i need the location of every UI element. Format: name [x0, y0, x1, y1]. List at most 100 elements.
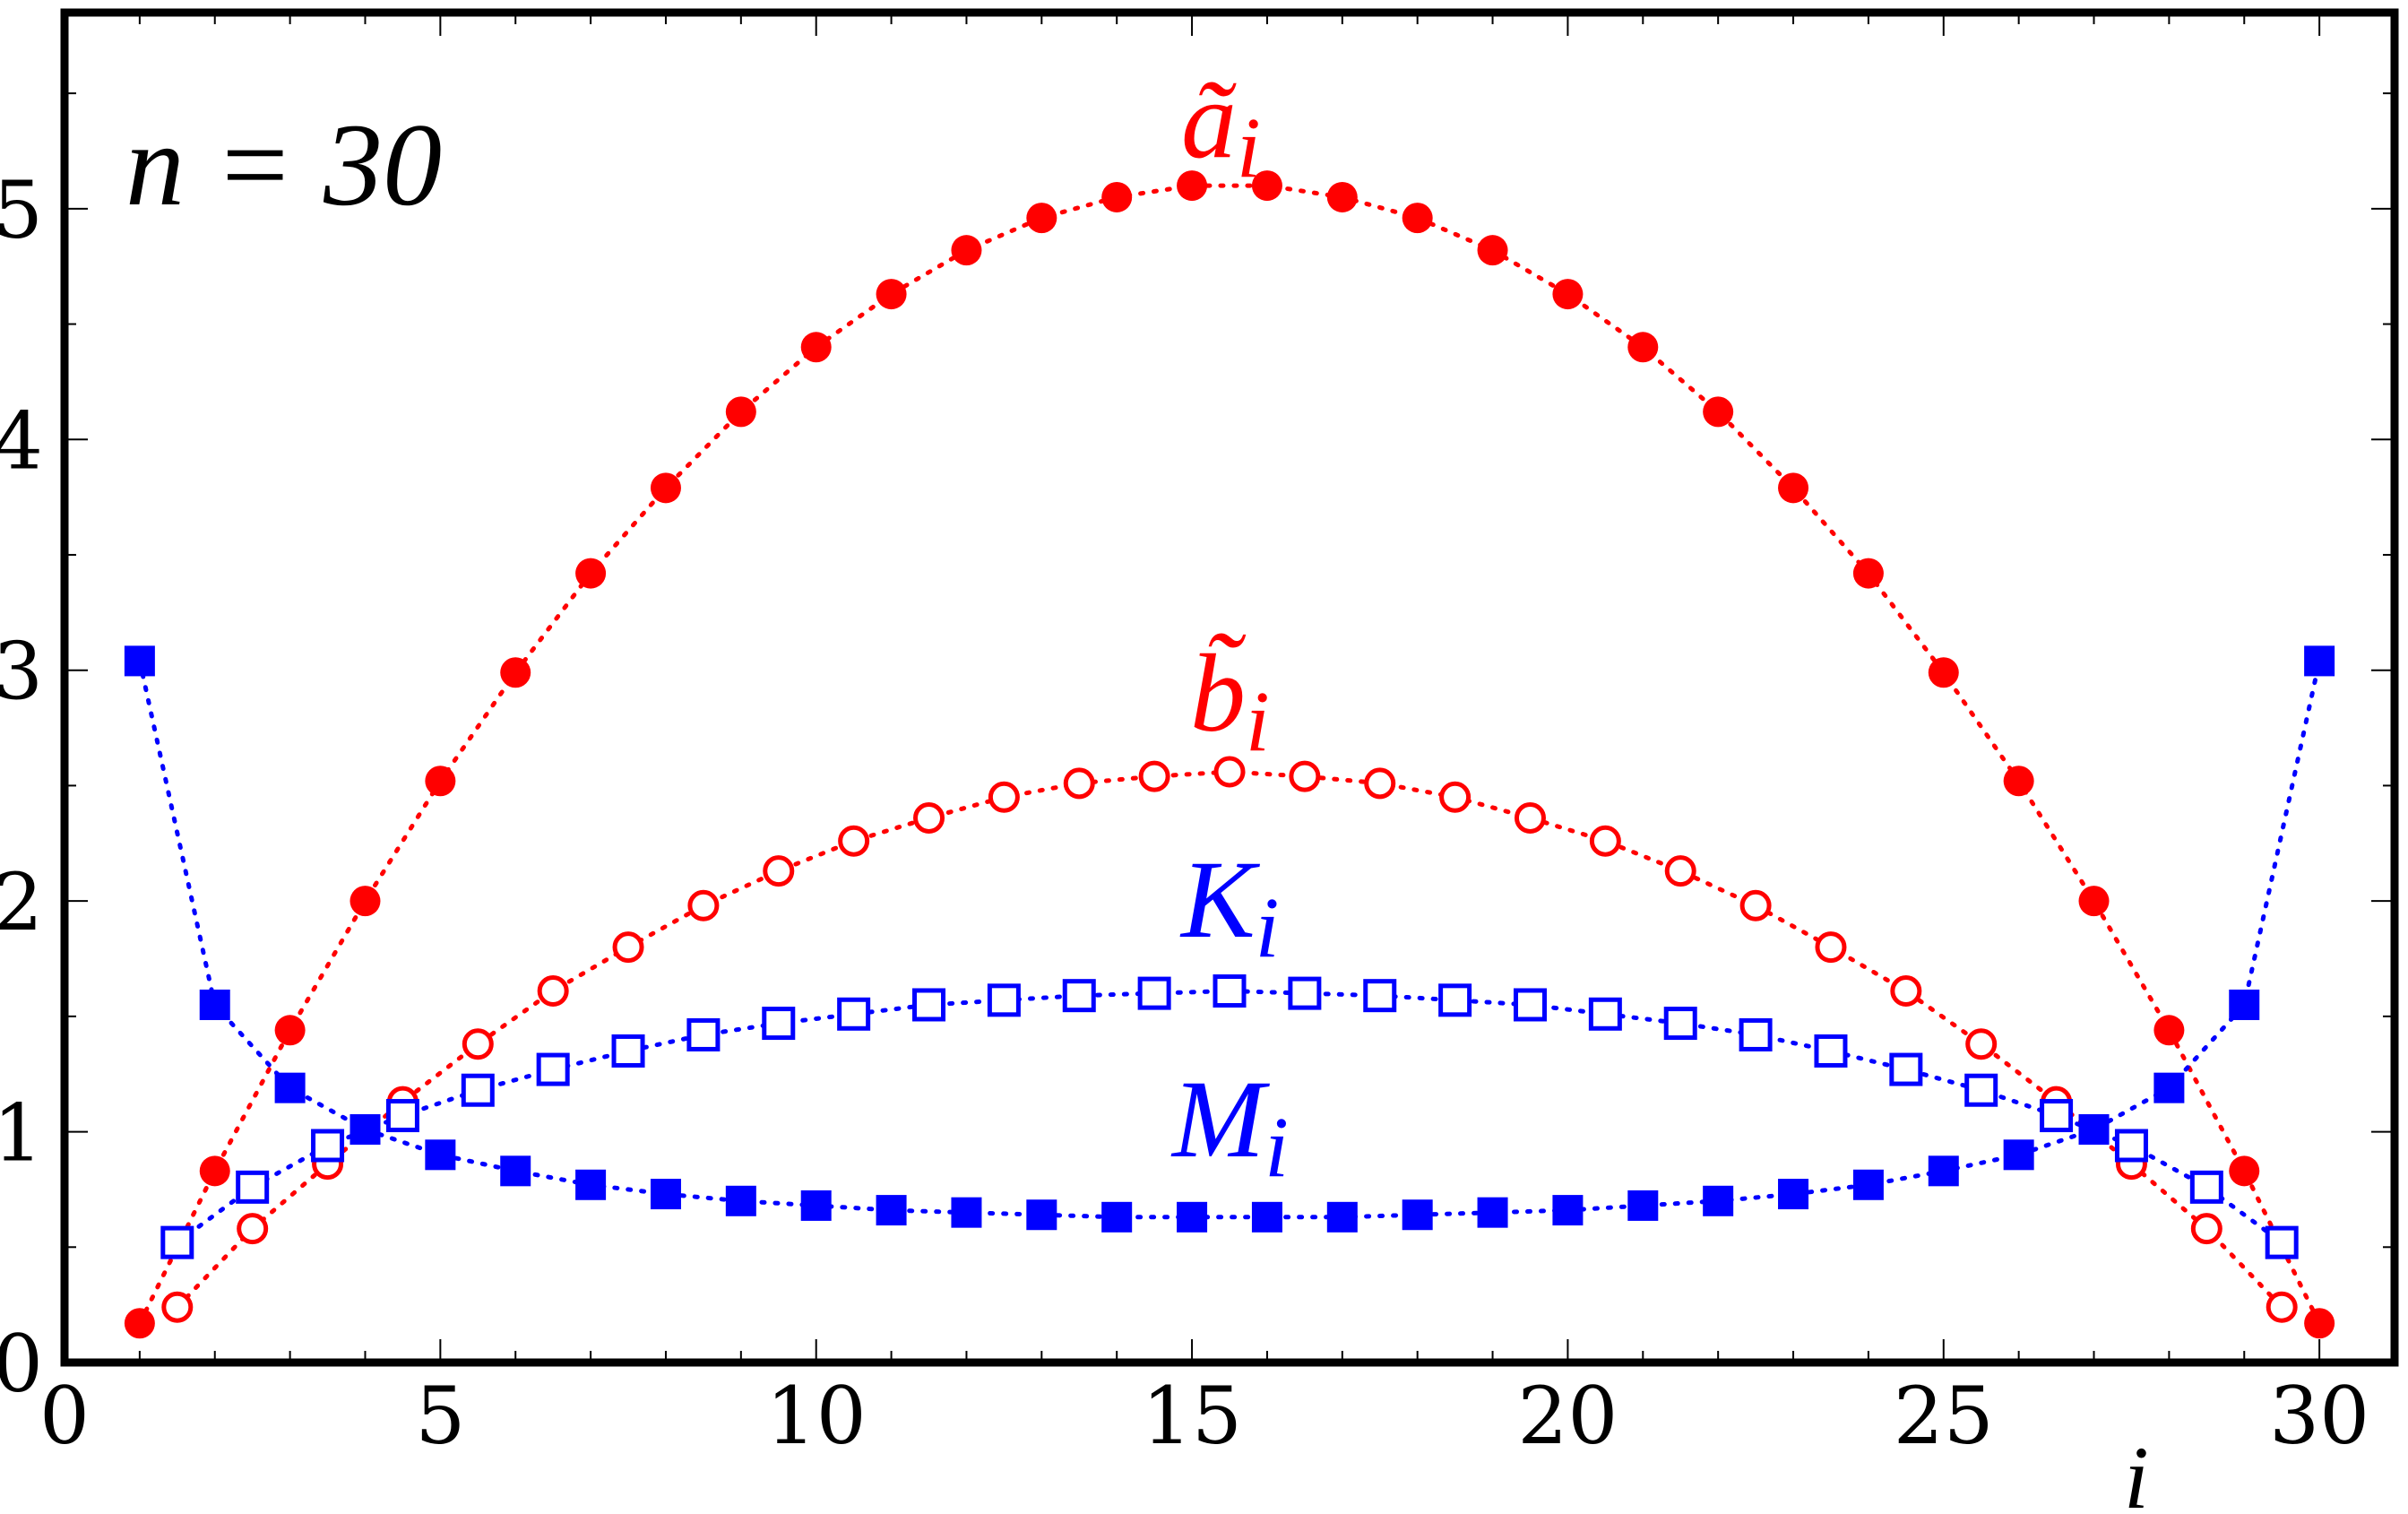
data-point	[1664, 855, 1696, 887]
data-point	[800, 332, 832, 363]
data-point	[687, 889, 720, 921]
data-point	[1289, 760, 1321, 792]
data-point	[1852, 1169, 1884, 1200]
data-point	[1890, 975, 1922, 1008]
data-point	[1778, 1179, 1809, 1210]
data-point	[1852, 558, 1884, 589]
data-point	[2229, 989, 2260, 1020]
data-point	[2153, 1015, 2185, 1046]
y-tick-label: 0	[0, 1318, 43, 1410]
data-point	[1326, 181, 1358, 212]
data-point	[536, 1052, 570, 1086]
data-point	[1964, 1073, 1998, 1107]
data-point	[161, 1291, 194, 1323]
series-layer	[124, 170, 2335, 1339]
series-2	[160, 974, 2299, 1259]
data-point	[1739, 1017, 1773, 1051]
data-point	[1364, 767, 1396, 800]
data-point	[1965, 1028, 1998, 1060]
data-point	[2266, 1291, 2298, 1323]
data-point	[1928, 657, 1959, 688]
x-axis-label: i	[2124, 1428, 2149, 1514]
label-k-sub: i	[1256, 879, 1280, 975]
series-line	[137, 183, 2322, 1326]
y-tick-label: 5	[0, 164, 43, 256]
data-point	[237, 1213, 269, 1245]
data-point	[1778, 472, 1809, 504]
data-point	[876, 1195, 907, 1226]
data-point	[1402, 203, 1433, 234]
data-point	[425, 766, 456, 797]
data-point	[160, 1225, 194, 1259]
x-tick-label: 0	[39, 1370, 90, 1462]
plot-frame	[60, 8, 2399, 1367]
data-point	[1137, 976, 1171, 1010]
data-point	[425, 1139, 456, 1171]
x-tick-label: 15	[1142, 1370, 1242, 1462]
data-point	[1627, 1190, 1659, 1221]
data-point	[2189, 1170, 2223, 1204]
data-point	[537, 975, 569, 1008]
data-point	[612, 931, 644, 964]
data-point	[1589, 825, 1621, 857]
label-a-tilde-base: ã	[1181, 58, 1237, 181]
data-point	[2304, 1308, 2335, 1339]
tick-labels: 0 5 10 15 20 25 30 0 1 2 3 4 5	[0, 164, 2369, 1462]
data-point	[274, 1015, 306, 1046]
data-point	[1288, 976, 1322, 1010]
data-point	[1815, 931, 1847, 964]
data-point	[762, 1007, 796, 1041]
data-point	[2190, 1213, 2222, 1245]
y-tick-label: 4	[0, 394, 43, 487]
x-tick-label: 30	[2269, 1370, 2369, 1462]
data-point	[650, 472, 681, 504]
data-point	[800, 1190, 832, 1221]
data-point	[725, 1185, 756, 1216]
data-point	[462, 1028, 494, 1060]
data-point	[1703, 396, 1734, 428]
data-point	[575, 558, 607, 589]
data-point	[1439, 781, 1472, 813]
data-point	[1438, 983, 1472, 1017]
data-point	[311, 1129, 345, 1163]
data-point	[987, 983, 1021, 1017]
data-point	[500, 1155, 531, 1187]
data-point	[912, 988, 946, 1022]
data-point	[1814, 1034, 1848, 1068]
data-point	[2078, 1113, 2110, 1145]
label-k: Ki	[1179, 838, 1279, 975]
data-point	[1063, 767, 1095, 800]
x-tick-label: 5	[415, 1370, 465, 1462]
data-point	[1026, 1199, 1057, 1231]
data-point	[1251, 1201, 1282, 1233]
data-point	[2304, 645, 2335, 677]
data-point	[2040, 1099, 2074, 1133]
label-b-tilde-sub: i	[1246, 673, 1270, 769]
data-point	[650, 1179, 681, 1210]
data-point	[1213, 756, 1246, 788]
data-point	[2153, 1072, 2185, 1103]
data-point	[1514, 801, 1546, 834]
data-point	[350, 1113, 381, 1145]
data-point	[951, 1197, 982, 1228]
data-point	[124, 645, 155, 677]
data-point	[1402, 1199, 1433, 1231]
data-point	[1026, 203, 1057, 234]
data-point	[1928, 1155, 1959, 1187]
series-3	[124, 645, 2335, 1233]
data-point	[876, 279, 907, 310]
y-tick-label: 3	[0, 626, 43, 718]
x-tick-label: 10	[766, 1370, 867, 1462]
data-point	[2078, 886, 2110, 917]
data-point	[1251, 170, 1282, 202]
data-point	[2003, 766, 2034, 797]
y-tick-label: 1	[0, 1087, 43, 1180]
label-k-base: K	[1179, 838, 1261, 961]
data-point	[1889, 1052, 1923, 1086]
data-point	[1062, 979, 1096, 1013]
data-point	[1739, 889, 1772, 921]
label-b-tilde-base: b̃	[1190, 632, 1247, 755]
x-tick-label: 25	[1894, 1370, 1994, 1462]
data-point	[199, 989, 230, 1020]
